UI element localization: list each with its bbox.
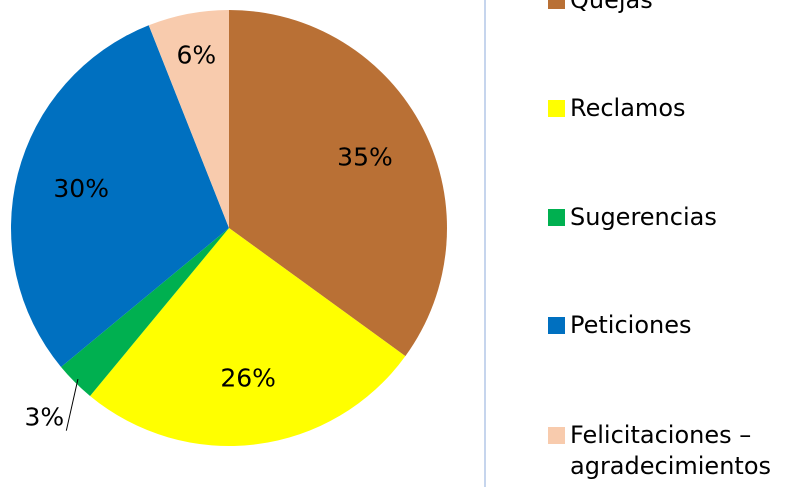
data-label: 26% bbox=[220, 363, 276, 392]
legend-item: Reclamos bbox=[548, 93, 784, 124]
pie-slice bbox=[148, 10, 229, 228]
legend-item: Peticiones bbox=[548, 310, 784, 341]
leader-line bbox=[65, 378, 79, 431]
data-label: 35% bbox=[337, 143, 393, 172]
legend-label: Quejas bbox=[570, 0, 653, 14]
data-label: 30% bbox=[53, 174, 109, 203]
legend-item: Felicitaciones – agradecimientos bbox=[548, 420, 784, 482]
legend-label: Peticiones bbox=[570, 311, 692, 339]
legend-swatch bbox=[548, 427, 565, 444]
legend-label: Reclamos bbox=[570, 94, 686, 122]
legend-item: Quejas bbox=[548, 0, 784, 16]
legend-label: Sugerencias bbox=[570, 203, 717, 231]
legend-swatch bbox=[548, 209, 565, 226]
pie-slice bbox=[229, 10, 447, 357]
pie-slice bbox=[90, 228, 406, 446]
pie-slice bbox=[10, 25, 229, 367]
data-label: 3% bbox=[24, 403, 64, 432]
data-label: 6% bbox=[176, 41, 216, 70]
legend-label: Felicitaciones – agradecimientos bbox=[570, 421, 771, 480]
legend-swatch bbox=[548, 100, 565, 117]
legend-item: Sugerencias bbox=[548, 202, 784, 233]
legend-swatch bbox=[548, 0, 565, 9]
legend-swatch bbox=[548, 317, 565, 334]
pie-slice bbox=[61, 228, 230, 396]
